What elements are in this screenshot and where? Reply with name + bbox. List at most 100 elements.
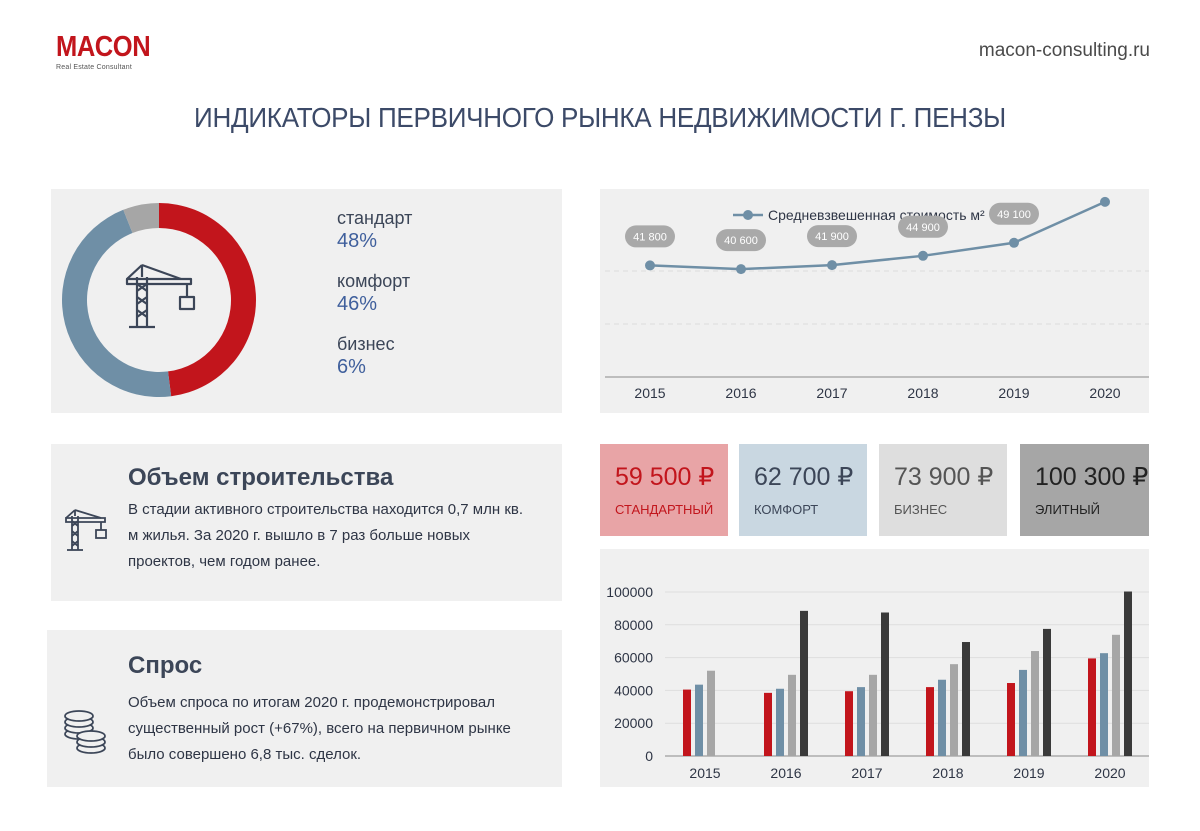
data-label-bubble bbox=[716, 229, 766, 252]
x-tick-label: 2020 bbox=[1089, 385, 1120, 401]
segment-comfort: комфорт 46% bbox=[337, 270, 412, 316]
y-tick-label: 0 bbox=[645, 748, 653, 764]
price-label: СТАНДАРТНЫЙ bbox=[615, 502, 714, 517]
donut-slice-1 bbox=[159, 203, 256, 397]
bar bbox=[1124, 591, 1132, 756]
data-label-bubble bbox=[898, 215, 948, 238]
price-card-elite: 100 300 ₽ ЭЛИТНЫЙ bbox=[1020, 444, 1149, 536]
donut-slice-3 bbox=[123, 203, 159, 234]
data-point bbox=[736, 264, 746, 275]
data-label-bubble bbox=[625, 225, 675, 248]
segment-standard: стандарт 48% bbox=[337, 207, 412, 253]
data-point bbox=[645, 260, 655, 271]
construction-text: В стадии активного строительства находит… bbox=[128, 501, 524, 570]
segment-value: 48% bbox=[337, 230, 378, 252]
x-tick-label: 2019 bbox=[998, 385, 1029, 401]
x-tick-label: 2016 bbox=[770, 765, 801, 781]
data-point bbox=[918, 250, 928, 261]
y-tick-label: 100000 bbox=[606, 584, 653, 600]
page-title: ИНДИКАТОРЫ ПЕРВИЧНОГО РЫНКА НЕДВИЖИМОСТИ… bbox=[194, 102, 1006, 133]
donut-slice-2 bbox=[61, 209, 172, 397]
logo-subtitle: Real Estate Consultant bbox=[56, 64, 132, 71]
line-legend: Средневзвешенная стоимость м² bbox=[733, 207, 985, 223]
x-tick-label: 2018 bbox=[932, 765, 963, 781]
site-url[interactable]: macon-consulting.ru bbox=[978, 40, 1150, 61]
segment-value: 46% bbox=[337, 293, 378, 315]
price-card-comfort: 62 700 ₽ КОМФОРТ bbox=[739, 444, 867, 536]
bar bbox=[1031, 651, 1039, 756]
price-label: БИЗНЕС bbox=[894, 502, 948, 517]
bar bbox=[869, 674, 877, 756]
data-label: 41 800 bbox=[633, 231, 667, 243]
bar bbox=[683, 689, 691, 756]
segment-value: 6% bbox=[337, 356, 366, 378]
bar bbox=[764, 692, 772, 756]
x-tick-label: 2020 bbox=[1094, 765, 1125, 781]
data-label: 40 600 bbox=[724, 235, 758, 247]
y-tick-label: 60000 bbox=[614, 650, 653, 666]
data-point bbox=[1009, 237, 1019, 248]
price-value: 73 900 ₽ bbox=[894, 463, 994, 491]
bar bbox=[776, 688, 784, 756]
legend-label: Средневзвешенная стоимость м² bbox=[768, 207, 985, 223]
bar bbox=[707, 670, 715, 756]
data-label-bubble bbox=[989, 202, 1039, 225]
x-tick-label: 2018 bbox=[907, 385, 938, 401]
x-tick-label: 2015 bbox=[634, 385, 665, 401]
bar bbox=[1019, 669, 1027, 756]
x-tick-label: 2015 bbox=[689, 765, 720, 781]
price-label: ЭЛИТНЫЙ bbox=[1035, 502, 1100, 517]
segment-label: бизнес bbox=[337, 334, 395, 354]
bar bbox=[1007, 683, 1015, 756]
segment-label: стандарт bbox=[337, 208, 413, 228]
series-line bbox=[649, 200, 1106, 271]
bar bbox=[845, 691, 853, 756]
x-tick-label: 2019 bbox=[1013, 765, 1044, 781]
data-label: 49 100 bbox=[997, 209, 1031, 221]
price-label: КОМФОРТ bbox=[754, 502, 819, 517]
y-tick-label: 40000 bbox=[614, 682, 653, 698]
data-label-bubble bbox=[807, 225, 857, 248]
data-point bbox=[827, 260, 837, 271]
price-value: 62 700 ₽ bbox=[754, 463, 854, 491]
price-value: 100 300 ₽ bbox=[1035, 463, 1149, 491]
line-chart: Средневзвешенная стоимость м² 41 800 2015… bbox=[605, 196, 1149, 401]
bar bbox=[950, 664, 958, 756]
bar bbox=[800, 610, 808, 756]
bar bbox=[926, 687, 934, 756]
segment-business: бизнес 6% bbox=[337, 333, 412, 379]
construction-title: Объем строительства bbox=[128, 464, 394, 491]
bar-chart: 0 20000 40000 60000 80000 100000 2015 2016 2017… bbox=[606, 584, 1149, 781]
bar bbox=[962, 642, 970, 756]
data-label: 41 900 bbox=[815, 231, 849, 243]
bar bbox=[788, 674, 796, 756]
x-tick-label: 2016 bbox=[725, 385, 756, 401]
data-point bbox=[1100, 196, 1110, 207]
bar bbox=[1112, 634, 1120, 756]
bar bbox=[1043, 628, 1051, 756]
segment-list: стандарт 48% комфорт 46% бизнес 6% bbox=[337, 207, 412, 396]
bar bbox=[695, 684, 703, 756]
bar bbox=[1088, 658, 1096, 756]
demand-panel: Спрос Объем спроса по итогам 2020 г. про… bbox=[47, 630, 562, 787]
bar-chart-panel: 0 20000 40000 60000 80000 100000 2015 2016 2017… bbox=[600, 549, 1149, 787]
bar bbox=[938, 679, 946, 756]
demand-text: Объем спроса по итогам 2020 г. продемонс… bbox=[128, 694, 511, 763]
crane-icon bbox=[125, 263, 196, 329]
logo-text: MACON bbox=[56, 31, 151, 63]
bar bbox=[857, 687, 865, 756]
donut-chart bbox=[61, 203, 256, 397]
price-card-business: 73 900 ₽ БИЗНЕС bbox=[879, 444, 1007, 536]
price-card-standard: 59 500 ₽ СТАНДАРТНЫЙ bbox=[600, 444, 728, 536]
bar bbox=[1100, 653, 1108, 756]
x-tick-label: 2017 bbox=[851, 765, 882, 781]
bar bbox=[881, 612, 889, 756]
crane-icon bbox=[65, 509, 107, 551]
y-tick-label: 20000 bbox=[614, 715, 653, 731]
price-value: 59 500 ₽ bbox=[615, 463, 715, 491]
price-trend-panel: Средневзвешенная стоимость м² 41 800 2015… bbox=[600, 189, 1149, 413]
logo: MACON Real Estate Consultant bbox=[56, 32, 163, 71]
segment-label: комфорт bbox=[337, 271, 411, 291]
coins-icon bbox=[64, 710, 106, 754]
x-tick-label: 2017 bbox=[816, 385, 847, 401]
